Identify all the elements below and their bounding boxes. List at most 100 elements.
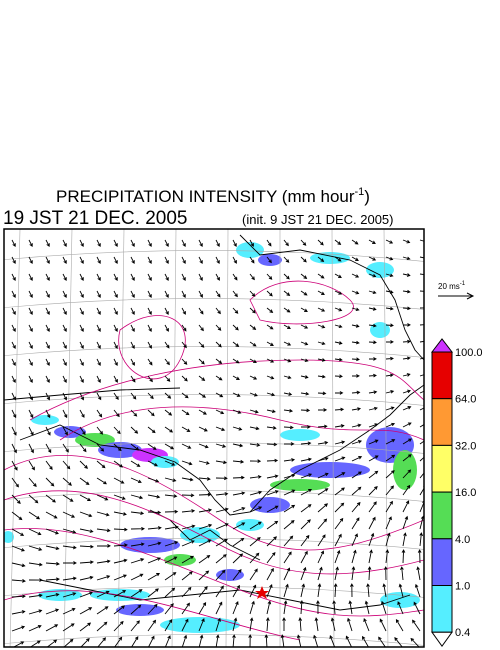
wind-arrow [28,358,33,367]
colorbar-segment [431,585,453,633]
wind-arrow [215,443,227,448]
wind-arrow [334,424,345,428]
precip-area [236,519,264,531]
wind-scale-arrow [438,292,475,300]
wind-arrow [79,460,88,469]
wind-arrow [164,603,174,615]
wind-arrow [113,392,119,400]
wind-arrow [402,389,411,394]
wind-arrow [198,508,213,513]
wind-arrow [147,239,152,248]
wind-arrow [232,324,239,331]
precip-area [393,450,417,490]
wind-arrow [300,375,309,379]
wind-arrow [283,324,291,329]
wind-arrow [351,239,359,245]
wind-arrow [11,528,25,536]
wind-arrow [11,545,25,552]
wind-arrow [413,601,421,615]
wind-arrow [266,490,279,496]
wind-arrow [317,290,325,295]
wind-arrow [113,590,127,598]
wind-arrow [402,469,412,479]
colorbar-label: 64.0 [455,394,476,406]
wind-arrow [368,390,378,394]
wind-arrow [402,438,413,445]
wind-arrow [198,307,204,315]
wind-arrow [266,520,279,530]
wind-arrow [198,492,212,497]
wind-arrow [130,558,145,564]
map-frame [3,228,425,648]
wind-arrow [283,341,292,346]
wind-arrow [62,239,67,248]
wind-arrow [419,485,424,496]
wind-arrow [385,500,393,513]
wind-arrow [130,392,137,400]
longitude-line [331,229,335,647]
wind-arrow [164,239,169,248]
wind-arrow [317,239,324,246]
wind-arrow [300,457,312,462]
wind-arrow [198,273,203,282]
wind-arrow [232,290,238,298]
wind-arrow [147,358,153,366]
wind-arrow [412,619,421,632]
wind-arrow [45,426,51,436]
wind-arrow [79,324,84,333]
wind-arrow [266,458,279,463]
wind-arrow [351,486,362,496]
wind-arrow [147,526,162,530]
latitude-line [4,634,424,646]
wind-arrow [351,423,362,428]
wind-arrow [334,273,342,278]
wind-arrow [385,389,395,394]
wind-arrow [266,442,278,447]
wind-arrow [147,307,152,316]
wind-arrow [130,409,138,417]
wind-arrow [300,489,313,496]
wind-arrow [130,604,142,615]
wind-arrow [28,239,33,248]
wind-arrow [249,239,254,247]
colorbar-segment [431,351,453,400]
wind-arrow [164,409,173,416]
colorbar-label: 0.4 [455,627,470,639]
wind-arrow [283,458,296,462]
wind-arrow [181,239,186,248]
wind-arrow [215,538,228,547]
wind-arrow [45,358,50,367]
wind-arrow [181,375,188,382]
wind-arrow [351,566,356,581]
wind-arrow [317,503,329,513]
wind-arrow [368,340,377,345]
wind-arrow [385,532,391,547]
wind-arrow [28,290,33,299]
wind-arrow [317,440,329,445]
wind-arrow [232,537,245,547]
wind-arrow [348,600,353,615]
wind-arrow [11,307,16,316]
wind-arrow [181,571,193,581]
wind-arrow [45,443,52,454]
wind-arrow [130,620,140,632]
wind-arrow [334,239,342,245]
wind-arrow [62,324,67,333]
wind-arrow [96,307,101,316]
wind-arrow [345,635,353,647]
wind-arrow [79,239,84,248]
wind-arrow [351,340,360,345]
wind-arrow [264,634,269,647]
wind-arrow [198,256,203,265]
wind-scale-exponent: -1 [460,281,466,287]
colorbar-label: 16.0 [455,487,476,499]
wind-arrow [313,634,319,647]
wind-arrow [113,477,125,484]
wind-arrow [113,426,121,435]
precip-area [236,242,264,258]
wind-arrow [164,494,178,498]
wind-arrow [283,567,291,581]
wind-arrow [28,273,33,282]
wind-arrow [130,375,136,383]
